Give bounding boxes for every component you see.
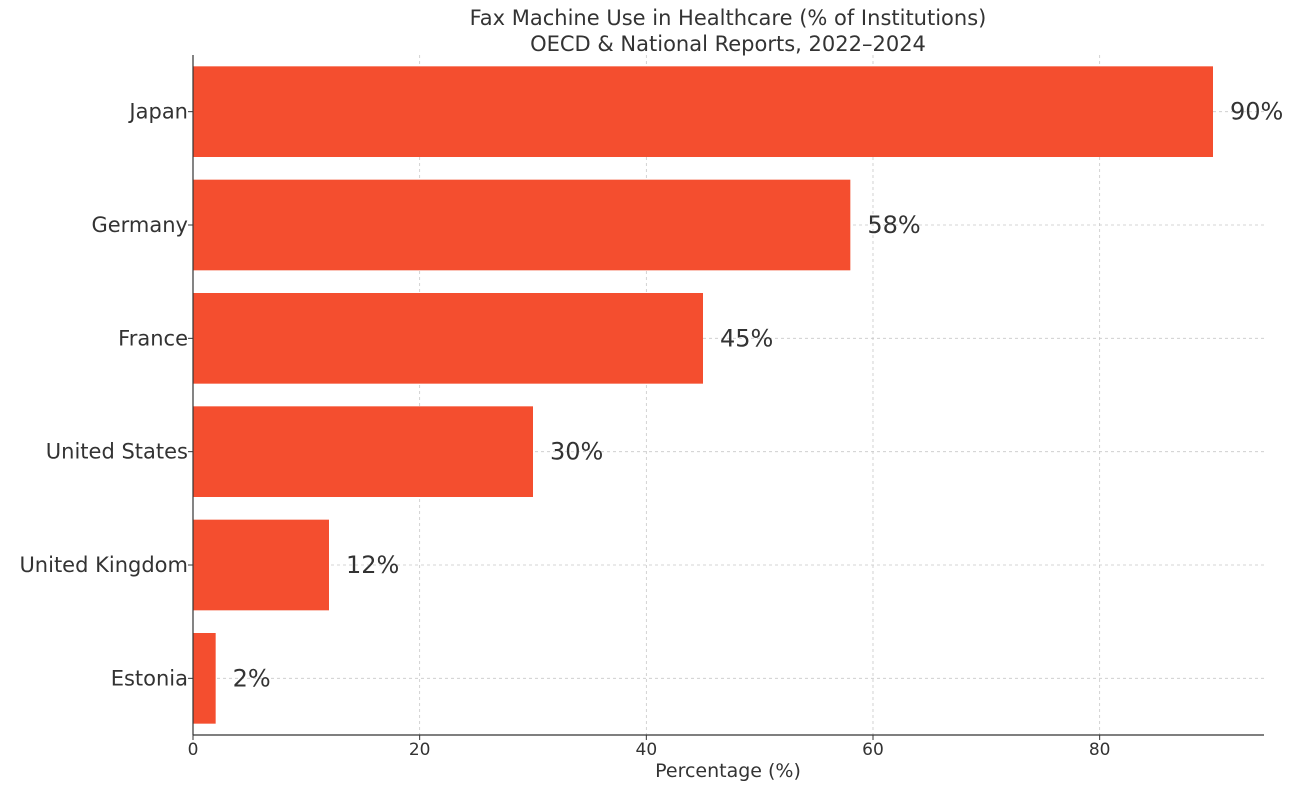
x-tick-label: 40 (636, 740, 658, 760)
label-layer: 90% Japan 58% Germany 45% France 30% United Sta… (19, 98, 1283, 760)
chart-subtitle: OECD & National Reports, 2022–2024 (530, 32, 926, 56)
data-label: 12% (346, 551, 399, 579)
axis-layer (188, 55, 1264, 740)
bar-layer (193, 66, 1213, 724)
y-tick-label: Estonia (111, 666, 188, 690)
data-label: 30% (550, 438, 603, 466)
y-tick-label: France (118, 326, 188, 350)
y-tick-label: Japan (127, 100, 188, 124)
x-tick-label: 0 (188, 740, 199, 760)
data-label: 45% (720, 324, 773, 352)
x-tick-label: 60 (862, 740, 884, 760)
data-label: 58% (867, 211, 920, 239)
bar (193, 633, 216, 724)
x-tick-label: 80 (1089, 740, 1111, 760)
y-tick-label: United Kingdom (19, 553, 188, 577)
y-tick-label: United States (46, 440, 188, 464)
x-tick-label: 20 (409, 740, 431, 760)
data-label: 2% (233, 664, 271, 692)
chart-title: Fax Machine Use in Healthcare (% of Inst… (470, 6, 987, 30)
bar (193, 406, 533, 497)
bar (193, 519, 329, 611)
bar (193, 179, 851, 271)
bar (193, 66, 1213, 157)
bar (193, 293, 703, 384)
data-label: 90% (1230, 98, 1283, 126)
y-tick-label: Germany (91, 213, 188, 237)
x-axis-label: Percentage (%) (655, 760, 801, 782)
